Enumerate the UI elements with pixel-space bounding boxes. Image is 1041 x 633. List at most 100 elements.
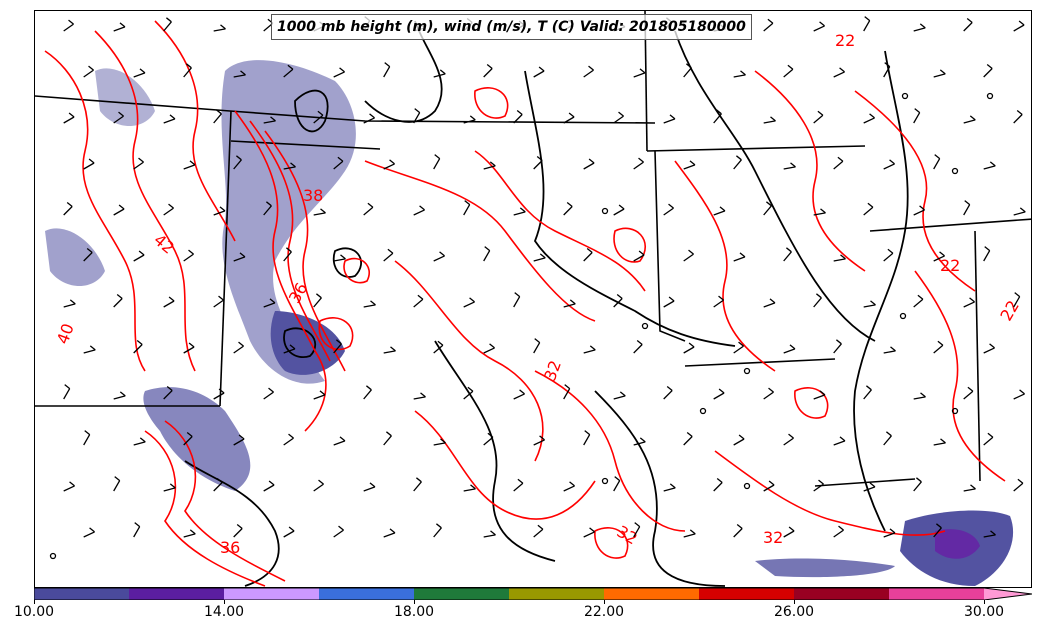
wind-barb xyxy=(413,108,421,124)
wind-barb xyxy=(283,247,292,262)
calm-wind-circle xyxy=(641,322,649,330)
wind-barb xyxy=(713,295,724,308)
colorbar-tick-label: 18.00 xyxy=(393,604,435,620)
wind-barb xyxy=(713,109,722,124)
wind-barb xyxy=(533,253,546,262)
wind-barb xyxy=(783,64,794,78)
wind-barb xyxy=(683,63,692,78)
contour-label: 32 xyxy=(540,358,565,384)
colorbar-bin xyxy=(509,588,605,600)
wind-barb xyxy=(563,112,575,124)
wind-barb xyxy=(583,430,591,446)
wind-barb xyxy=(733,155,742,170)
wind-barb xyxy=(513,292,521,308)
wind-barb xyxy=(613,391,626,400)
wind-barb xyxy=(383,159,395,170)
wind-barb xyxy=(263,116,276,124)
contour-label: 32 xyxy=(614,522,641,549)
wind-barb xyxy=(983,161,996,170)
colorbar-bin xyxy=(414,588,510,600)
wind-barb xyxy=(83,345,96,354)
colorbar-bin xyxy=(224,588,320,600)
wind-barb xyxy=(613,476,621,492)
wind-barb xyxy=(863,202,874,216)
wind-barb xyxy=(63,481,75,492)
wind-barb xyxy=(183,529,196,538)
wind-barb xyxy=(263,387,274,400)
wind-barb xyxy=(963,386,974,400)
calm-wind-circle xyxy=(601,207,609,215)
border-al-west xyxy=(974,230,981,482)
colorbar-tick-label: 22.00 xyxy=(583,604,625,620)
calm-wind-circle xyxy=(743,482,751,490)
wind-barb xyxy=(663,483,676,492)
wind-barb xyxy=(433,438,446,446)
temp-contour-plains-a xyxy=(364,160,596,322)
wind-barb xyxy=(533,156,543,170)
wind-barb xyxy=(83,430,91,446)
wind-barb xyxy=(333,525,344,538)
wind-barb xyxy=(963,115,976,124)
shaded-region-southwest xyxy=(143,387,251,491)
temp-contour-east-b xyxy=(754,70,866,272)
shaded-region-west-speckle xyxy=(45,228,105,286)
colorbar xyxy=(34,588,1032,600)
colorbar-bin xyxy=(794,588,890,600)
temp-contour-rockies-a xyxy=(234,110,327,432)
wind-barb xyxy=(863,385,872,400)
wind-barb xyxy=(433,340,444,354)
wind-barb xyxy=(813,479,824,492)
colorbar-tick-label: 26.00 xyxy=(773,604,815,620)
border-wyoming-south xyxy=(229,110,656,124)
wind-barb xyxy=(363,482,376,492)
height-contour-east xyxy=(674,30,876,342)
wind-barb xyxy=(433,523,442,538)
wind-barb xyxy=(413,205,425,216)
colorbar-tick xyxy=(414,600,415,604)
wind-barb xyxy=(483,432,494,446)
wind-barb xyxy=(1013,292,1021,308)
wind-barb xyxy=(563,481,575,492)
wind-barb xyxy=(513,207,526,216)
colorbar-tick xyxy=(604,600,605,604)
wind-barb xyxy=(183,432,193,446)
wind-barbs xyxy=(63,16,1026,538)
wind-barb xyxy=(63,384,71,400)
wind-barb xyxy=(633,250,645,262)
temp-contour-west-1 xyxy=(44,50,146,372)
wind-barb xyxy=(833,156,844,170)
wind-barb xyxy=(583,158,595,170)
colorbar-tick-label: 30.00 xyxy=(963,604,1005,620)
wind-barb xyxy=(163,203,174,216)
wind-barb xyxy=(363,300,376,308)
wind-barb xyxy=(663,296,675,308)
calm-wind-circle xyxy=(699,407,707,415)
wind-barb xyxy=(833,339,842,354)
wind-barb xyxy=(633,157,644,170)
wind-barb xyxy=(1013,20,1025,32)
wind-barb xyxy=(733,434,745,446)
colorbar-bin xyxy=(699,588,795,600)
wind-barb xyxy=(163,483,176,492)
wind-barb xyxy=(683,342,695,354)
height-contour-rockies-2 xyxy=(332,247,362,278)
wind-barb xyxy=(113,391,126,400)
wind-barb xyxy=(863,482,876,492)
wind-barb xyxy=(83,527,95,538)
wind-barb xyxy=(613,294,623,308)
shaded-field xyxy=(45,60,1014,586)
wind-barb xyxy=(183,63,192,78)
wind-barb xyxy=(1013,478,1024,492)
height-contours xyxy=(184,20,909,587)
temp-contour-east-a xyxy=(674,160,776,372)
temp-contour-loop-1 xyxy=(613,227,646,263)
wind-barb xyxy=(463,484,476,492)
wind-barb xyxy=(233,524,243,538)
wind-barb xyxy=(733,524,743,538)
wind-barb xyxy=(833,67,845,78)
map-panel: 32 32 32 22 22 22 42 40 36 38 36 xyxy=(34,10,1032,588)
wind-barb xyxy=(483,64,493,78)
wind-barb xyxy=(133,437,146,446)
wind-barb xyxy=(983,64,993,78)
height-contour-ms-river xyxy=(853,50,909,532)
